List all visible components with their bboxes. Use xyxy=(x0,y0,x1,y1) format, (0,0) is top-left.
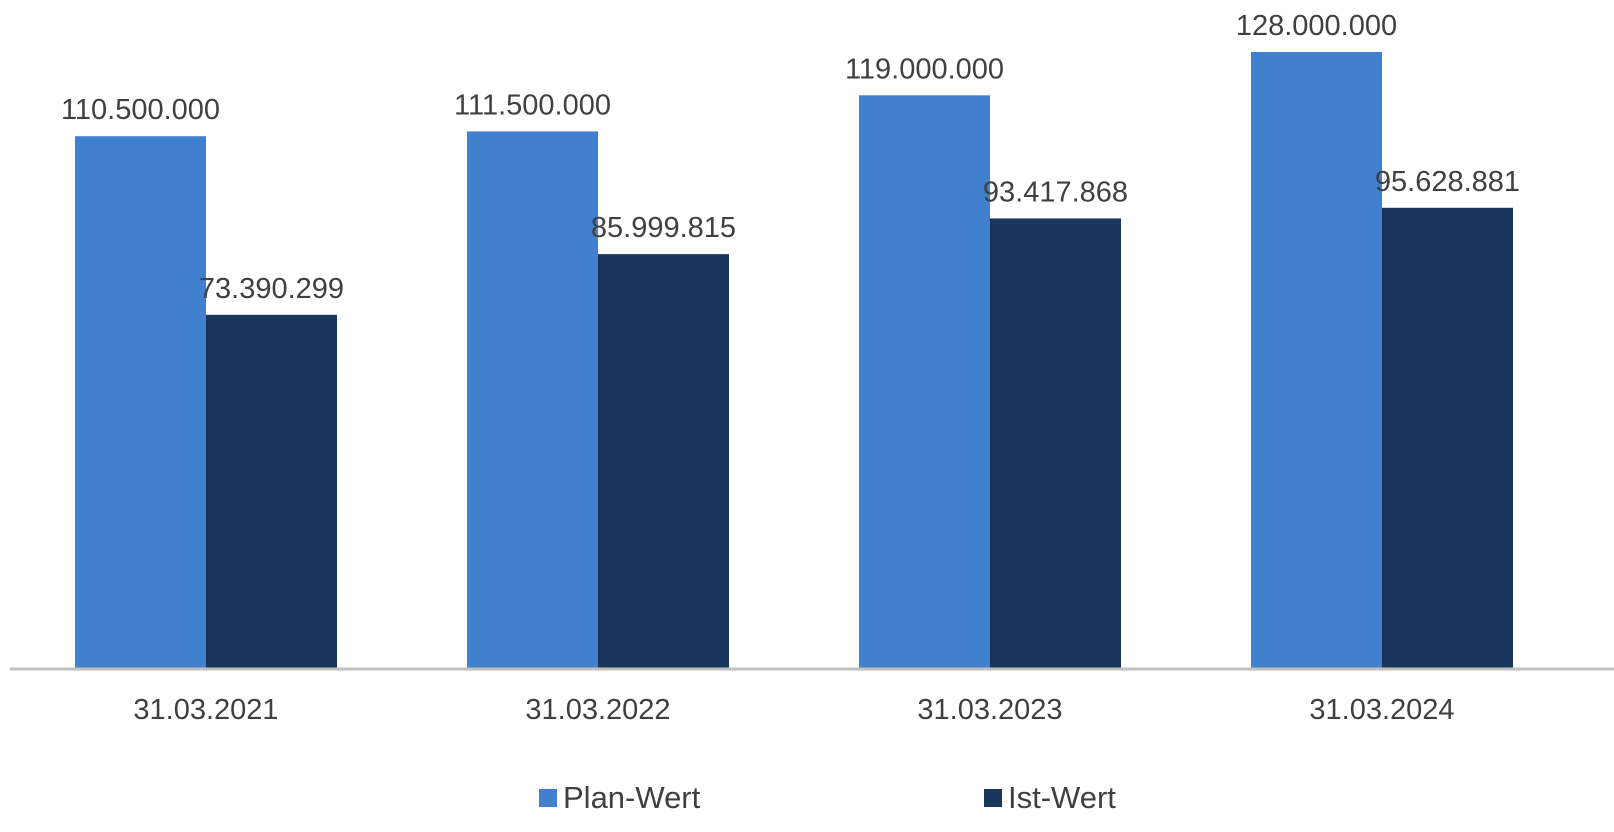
x-tick-label-2: 31.03.2023 xyxy=(917,694,1062,726)
bar-plan-3 xyxy=(1251,52,1382,668)
bar-ist-0 xyxy=(206,314,337,668)
legend-swatch-plan xyxy=(539,789,557,807)
x-tick-label-1: 31.03.2022 xyxy=(525,694,670,726)
data-label-plan-1: 111.500.000 xyxy=(454,89,611,121)
data-label-ist-3: 95.628.881 xyxy=(1375,166,1520,198)
data-label-plan-0: 110.500.000 xyxy=(61,94,220,126)
data-label-ist-2: 93.417.868 xyxy=(983,176,1128,208)
x-tick-label-0: 31.03.2021 xyxy=(133,694,278,726)
x-tick-labels-layer: 31.03.2021 31.03.2022 31.03.2023 31.03.2024 xyxy=(133,694,1454,726)
legend-item-plan: Plan-Wert xyxy=(539,778,700,818)
value-labels-layer: 110.500.000 73.390.299 111.500.000 85.999.8… xyxy=(61,10,1520,305)
legend-item-ist: Ist-Wert xyxy=(984,778,1116,818)
bar-plan-0 xyxy=(75,136,206,668)
bar-plan-1 xyxy=(467,131,598,668)
legend-label-ist: Ist-Wert xyxy=(1008,780,1116,815)
x-tick-label-3: 31.03.2024 xyxy=(1309,694,1454,726)
legend-swatch-ist xyxy=(984,789,1002,807)
data-label-ist-1: 85.999.815 xyxy=(591,212,736,244)
legend-label-plan: Plan-Wert xyxy=(563,780,701,815)
bar-ist-2 xyxy=(990,218,1121,668)
bar-ist-1 xyxy=(598,254,729,668)
data-label-plan-2: 119.000.000 xyxy=(845,53,1004,85)
bar-plan-2 xyxy=(859,95,990,668)
bars-layer xyxy=(75,52,1513,668)
legend: Plan-Wert Ist-Wert xyxy=(0,778,1614,818)
data-label-ist-0: 73.390.299 xyxy=(199,273,344,305)
bar-ist-3 xyxy=(1382,207,1513,668)
data-label-plan-3: 128.000.000 xyxy=(1236,10,1397,42)
